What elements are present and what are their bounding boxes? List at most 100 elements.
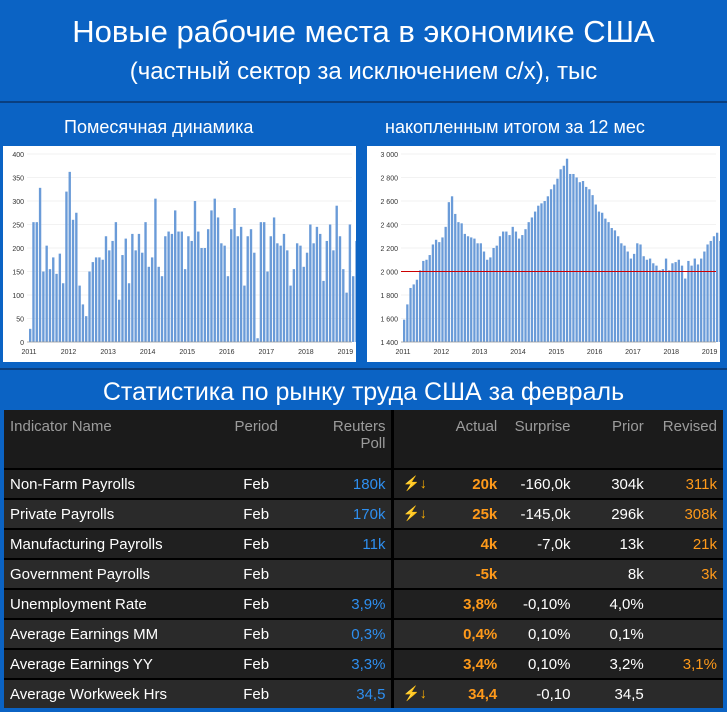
bar	[422, 260, 425, 342]
bar	[55, 273, 58, 342]
bar	[42, 271, 45, 342]
x-tick-label: 2012	[434, 349, 450, 356]
indicator-name: Unemployment Rate	[4, 588, 205, 619]
col-actual: Actual	[455, 418, 498, 435]
bar	[94, 257, 98, 342]
bar	[642, 256, 645, 342]
revised-cell	[649, 588, 723, 619]
x-tick-label: 2018	[298, 349, 314, 356]
y-tick-label: 3 000	[380, 152, 398, 159]
table-row: Unemployment Rate Feb 3,9% 3,8% -0,10% 4,0%	[4, 588, 723, 619]
table-row: Average Workweek Hrs Feb 34,5 ⚡↓ 34,4 -0,10 34…	[4, 678, 723, 708]
period-cell: Feb	[204, 588, 309, 619]
bar	[266, 271, 269, 342]
indicator-name: Private Payrolls	[4, 498, 205, 529]
prior-cell: 4,0%	[576, 588, 650, 619]
bar	[527, 222, 530, 342]
bar	[632, 253, 636, 342]
bar	[108, 250, 111, 342]
bar	[170, 233, 174, 342]
x-tick-label: 2019	[702, 349, 718, 356]
y-tick-label: 2 200	[380, 246, 398, 253]
surprise-cell: -7,0k	[503, 528, 577, 559]
bar	[141, 252, 144, 342]
bar	[312, 243, 315, 342]
bar	[85, 316, 88, 342]
bar	[444, 226, 447, 342]
indicator-name: Average Earnings YY	[4, 648, 205, 679]
bar	[645, 259, 649, 342]
bar	[272, 217, 276, 342]
period-cell: Feb	[204, 498, 309, 529]
bar	[203, 248, 207, 342]
bar	[101, 259, 104, 342]
bar	[434, 239, 438, 342]
bar	[511, 226, 514, 342]
bar	[482, 251, 486, 342]
bar	[409, 287, 412, 342]
bar	[712, 236, 716, 342]
bar	[352, 276, 355, 342]
revised-cell	[649, 618, 723, 649]
right-chart-panel: 1 400 1 600 1 800 2 000 2 200 2 400 2 600 2 800…	[367, 146, 727, 362]
bar	[276, 243, 279, 342]
bar	[610, 228, 613, 342]
bar	[160, 276, 164, 342]
bar	[177, 231, 180, 342]
bar	[514, 231, 518, 342]
bar	[521, 235, 524, 342]
bar	[575, 177, 578, 342]
bar	[134, 250, 137, 342]
bar	[157, 266, 160, 342]
bar	[150, 257, 154, 342]
bar	[200, 248, 203, 342]
bar	[700, 258, 703, 342]
actual-cell: -5k	[392, 558, 504, 589]
col-poll-line1: Reuters	[332, 418, 386, 435]
bar	[629, 258, 633, 342]
bar	[486, 259, 489, 342]
bar	[292, 269, 296, 342]
bar	[226, 276, 230, 342]
bar	[719, 240, 722, 342]
bar	[671, 263, 674, 342]
bar	[286, 250, 289, 342]
bar	[256, 338, 259, 342]
indicator-name: Government Payrolls	[4, 558, 205, 589]
x-tick-label: 2015	[549, 349, 565, 356]
page-title: Новые рабочие места в экономике США	[72, 14, 655, 49]
bar	[639, 244, 642, 342]
table-header-row: Indicator Name Period Reuters Poll Actual…	[4, 410, 723, 469]
bar	[249, 229, 253, 342]
bar	[61, 283, 65, 342]
bar	[32, 222, 35, 342]
bar	[684, 278, 687, 342]
actual-cell: ⚡↓ 34,4	[392, 678, 504, 708]
surprise-cell: 0,10%	[503, 618, 577, 649]
actual-value: 34,4	[468, 685, 498, 703]
bar	[88, 271, 91, 342]
bar	[259, 222, 263, 342]
bar	[476, 243, 479, 342]
bar	[167, 231, 170, 342]
bar	[623, 245, 626, 342]
col-surprise: Surprise	[514, 418, 571, 435]
surprise-cell: -145,0k	[503, 498, 577, 529]
right-chart-title: накопленным итогом за 12 мес	[385, 117, 645, 137]
bar	[680, 265, 684, 342]
table-row: Private Payrolls Feb 170k ⚡↓ 25k -145,0k 296k 3…	[4, 498, 723, 529]
bar	[289, 285, 292, 342]
bar	[68, 171, 71, 342]
bar	[616, 236, 620, 342]
revised-cell: 3,1%	[649, 648, 723, 679]
bar	[489, 257, 492, 342]
bar	[470, 237, 473, 342]
bar	[415, 279, 419, 342]
y-tick-label: 300	[12, 199, 24, 206]
bar	[588, 189, 591, 342]
bar	[604, 218, 607, 342]
bar	[530, 217, 534, 342]
alert-bolt-icon: ⚡↓	[402, 685, 427, 701]
bar	[319, 233, 322, 342]
bar	[479, 243, 482, 342]
